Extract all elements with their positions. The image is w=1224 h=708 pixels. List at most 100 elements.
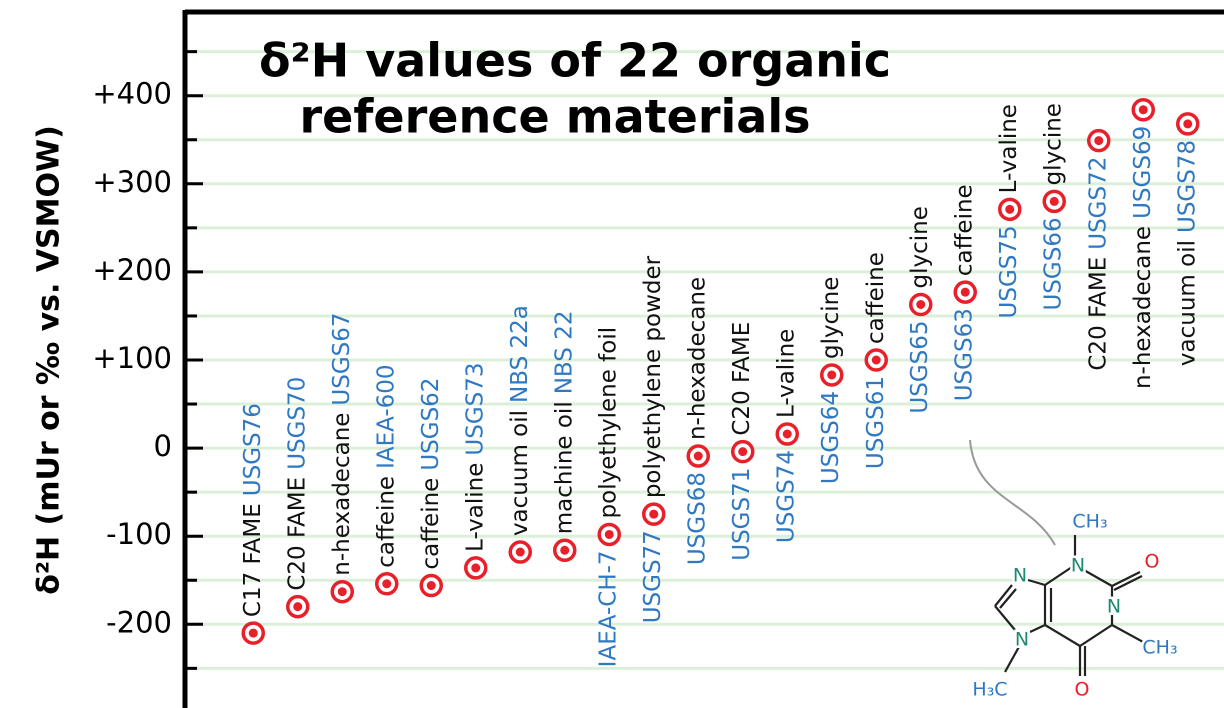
data-point bbox=[953, 280, 977, 304]
material-code: USGS69 bbox=[1130, 126, 1156, 219]
atom-label: N bbox=[1071, 555, 1085, 577]
marker-center bbox=[1138, 105, 1148, 115]
material-code: USGS73 bbox=[462, 362, 488, 455]
data-point bbox=[1087, 128, 1111, 153]
molecule bbox=[994, 535, 1146, 676]
y-tick-label: +400 bbox=[92, 77, 172, 111]
material-name: n-hexadecane bbox=[329, 413, 355, 576]
marker-center bbox=[1049, 196, 1059, 206]
material-name: caffeine bbox=[418, 478, 444, 570]
y-tick-label: +200 bbox=[92, 253, 172, 287]
material-code: USGS62 bbox=[418, 378, 444, 471]
atom-label: CH₃ bbox=[1142, 637, 1177, 659]
y-tick-label: +100 bbox=[92, 341, 172, 375]
data-point bbox=[998, 197, 1022, 222]
atom-label: N bbox=[1013, 565, 1027, 587]
marker-center bbox=[649, 509, 659, 519]
data-point bbox=[820, 363, 844, 387]
material-name: L-valine bbox=[462, 463, 488, 552]
material-code: USGS66 bbox=[1041, 217, 1067, 310]
marker-center bbox=[337, 587, 347, 597]
point-label: machine oil NBS 22 bbox=[551, 311, 577, 535]
material-code: USGS67 bbox=[329, 312, 355, 405]
data-point bbox=[642, 502, 666, 526]
material-code: USGS75 bbox=[996, 225, 1022, 318]
data-point bbox=[775, 422, 799, 446]
marker-center bbox=[293, 602, 303, 612]
atom-label: CH₃ bbox=[1072, 511, 1107, 533]
material-name: vacuum oil bbox=[507, 410, 533, 536]
data-point bbox=[419, 573, 443, 598]
material-code: USGS72 bbox=[1085, 157, 1111, 250]
marker-center bbox=[1094, 136, 1104, 146]
material-name: n-hexadecane bbox=[685, 277, 711, 440]
material-name: C20 FAME bbox=[284, 477, 310, 591]
data-point bbox=[597, 522, 621, 547]
material-name: C20 FAME bbox=[729, 322, 755, 436]
material-name: n-hexadecane bbox=[1130, 226, 1156, 389]
y-tick-label: -100 bbox=[106, 517, 172, 551]
atom-label: N bbox=[1107, 596, 1121, 618]
data-point bbox=[286, 594, 310, 619]
material-code: USGS63 bbox=[952, 308, 978, 401]
marker-center bbox=[916, 299, 926, 309]
material-code: USGS77 bbox=[640, 530, 666, 623]
material-code: USGS78 bbox=[1174, 140, 1200, 233]
material-name: caffeine bbox=[952, 184, 978, 276]
point-label: C17 FAME USGS76 bbox=[240, 403, 266, 617]
callout-line bbox=[969, 439, 1056, 546]
material-code: USGS65 bbox=[907, 320, 933, 413]
material-name: L-valine bbox=[774, 329, 800, 418]
data-point bbox=[1042, 189, 1066, 214]
material-name: glycine bbox=[907, 206, 933, 288]
data-point bbox=[686, 444, 710, 468]
point-label: vacuum oil USGS78 bbox=[1174, 140, 1200, 366]
material-code: USGS68 bbox=[685, 472, 711, 565]
material-name: C20 FAME bbox=[1085, 257, 1111, 371]
data-point bbox=[731, 439, 755, 464]
data-point bbox=[553, 538, 577, 563]
point-label: caffeine IAEA-600 bbox=[373, 364, 399, 567]
atom-label: O bbox=[1075, 679, 1090, 701]
atom-label: O bbox=[1145, 551, 1160, 573]
point-label: L-valine USGS73 bbox=[462, 362, 488, 551]
material-name: polyethylene powder bbox=[640, 255, 666, 498]
data-point bbox=[1176, 112, 1200, 136]
material-name: caffeine bbox=[373, 476, 399, 568]
y-tick-label: 0 bbox=[154, 429, 172, 463]
data-point bbox=[464, 556, 488, 580]
material-code: NBS 22 bbox=[551, 311, 577, 395]
material-name: caffeine bbox=[863, 252, 889, 344]
marker-center bbox=[738, 447, 748, 457]
material-name: vacuum oil bbox=[1174, 240, 1200, 366]
material-code: USGS64 bbox=[818, 391, 844, 484]
marker-center bbox=[471, 563, 481, 573]
data-point bbox=[508, 540, 532, 564]
point-label: n-hexadecane USGS69 bbox=[1130, 126, 1156, 389]
marker-center bbox=[560, 545, 570, 555]
material-name: machine oil bbox=[551, 401, 577, 534]
data-point bbox=[909, 292, 933, 317]
chart-title: δ²H values of 22 organic bbox=[259, 34, 891, 88]
y-axis-label: δ²H (mUr or ‰ vs. VSMOW) bbox=[32, 125, 67, 595]
point-label: C20 FAME USGS70 bbox=[284, 377, 310, 591]
marker-center bbox=[248, 628, 258, 638]
material-name: glycine bbox=[818, 277, 844, 359]
data-point bbox=[864, 348, 888, 372]
y-tick-label: -200 bbox=[106, 605, 172, 639]
point-label: vacuum oil NBS 22a bbox=[507, 305, 533, 536]
data-point bbox=[330, 579, 354, 604]
material-code: USGS76 bbox=[240, 403, 266, 496]
marker-center bbox=[1183, 119, 1193, 129]
material-code: IAEA-CH-7 bbox=[596, 550, 622, 667]
marker-center bbox=[382, 579, 392, 589]
data-point bbox=[375, 572, 399, 596]
atom-label: H₃C bbox=[972, 679, 1007, 701]
marker-center bbox=[426, 581, 436, 591]
data-point bbox=[241, 621, 265, 645]
point-label: C20 FAME USGS72 bbox=[1085, 157, 1111, 371]
chart-title: reference materials bbox=[299, 90, 810, 144]
material-name: C17 FAME bbox=[240, 503, 266, 617]
marker-center bbox=[827, 370, 837, 380]
material-code: USGS74 bbox=[774, 450, 800, 543]
